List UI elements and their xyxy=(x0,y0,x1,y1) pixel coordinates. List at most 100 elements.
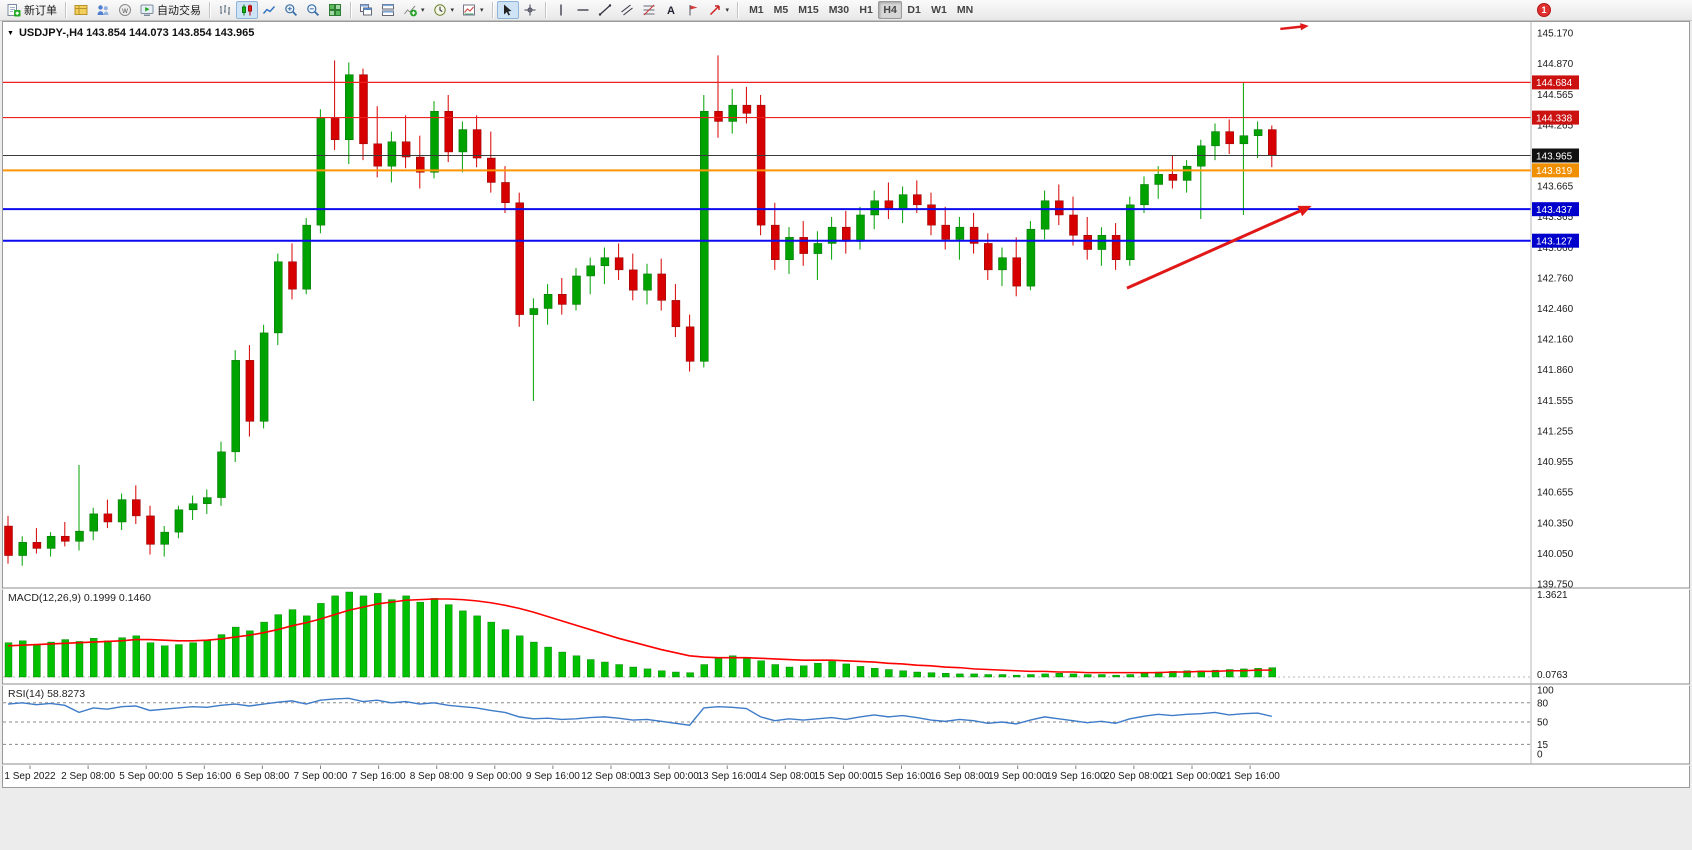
svg-text:143.965: 143.965 xyxy=(1536,151,1573,162)
timeframe-button-M30[interactable]: M30 xyxy=(828,4,850,16)
svg-text:144.565: 144.565 xyxy=(1537,90,1574,101)
timeframe-button-H1[interactable]: H1 xyxy=(859,4,873,16)
line-chart-type-button[interactable] xyxy=(258,1,280,19)
new-order-button[interactable]: 新订单 xyxy=(3,1,61,19)
timeframe-button-M5[interactable]: M5 xyxy=(773,4,789,16)
flag-icon xyxy=(686,3,700,17)
svg-text:9 Sep 16:00: 9 Sep 16:00 xyxy=(526,771,580,782)
templates-button[interactable]: ▾ xyxy=(458,1,488,19)
zoom-in-icon xyxy=(284,3,298,17)
text-icon: A xyxy=(664,3,678,17)
svg-text:15 Sep 00:00: 15 Sep 00:00 xyxy=(814,771,874,782)
svg-text:140.655: 140.655 xyxy=(1537,487,1574,498)
horizontal-line-button[interactable] xyxy=(572,1,594,19)
tile-windows-icon xyxy=(328,3,342,17)
bar-chart-icon xyxy=(218,3,232,17)
timeframe-button-MN[interactable]: MN xyxy=(956,4,974,16)
chart-title-text: USDJPY-,H4 143.854 144.073 143.854 143.9… xyxy=(18,27,255,39)
svg-text:141.255: 141.255 xyxy=(1537,426,1574,437)
svg-text:140.050: 140.050 xyxy=(1537,549,1574,560)
svg-text:140.955: 140.955 xyxy=(1537,457,1574,468)
horizontal-lines-layer[interactable]: 144.684 144.338 143.965 143.819 143.437 143.1… xyxy=(3,75,1579,248)
svg-text:5 Sep 16:00: 5 Sep 16:00 xyxy=(177,771,231,782)
text-label-button[interactable] xyxy=(682,1,704,19)
svg-text:5 Sep 00:00: 5 Sep 00:00 xyxy=(119,771,173,782)
timeframe-button-W1[interactable]: W1 xyxy=(931,4,947,16)
annotations-layer[interactable] xyxy=(1126,23,1312,290)
svg-text:142.160: 142.160 xyxy=(1537,334,1574,345)
price-badge xyxy=(1532,75,1579,90)
market-watch-icon xyxy=(74,3,88,17)
cascade-windows-button[interactable] xyxy=(355,1,377,19)
svg-text:21 Sep 00:00: 21 Sep 00:00 xyxy=(1162,771,1222,782)
svg-text:12 Sep 08:00: 12 Sep 08:00 xyxy=(581,771,641,782)
time-axis: 1 Sep 2022 2 Sep 08:00 5 Sep 00:00 5 Sep 16… xyxy=(4,764,1280,782)
line-chart-icon xyxy=(262,3,276,17)
price-badge xyxy=(1532,148,1579,163)
candlestick-chart-type-button[interactable] xyxy=(236,1,258,19)
web-terminal-button[interactable]: w xyxy=(114,1,136,19)
trendline-icon xyxy=(598,3,612,17)
zoom-in-button[interactable] xyxy=(280,1,302,19)
fibonacci-button[interactable] xyxy=(638,1,660,19)
svg-text:143.819: 143.819 xyxy=(1536,166,1573,177)
svg-text:13 Sep 16:00: 13 Sep 16:00 xyxy=(697,771,757,782)
chevron-down-icon: ▾ xyxy=(725,7,730,14)
svg-text:16 Sep 08:00: 16 Sep 08:00 xyxy=(930,771,990,782)
price-badge xyxy=(1532,110,1579,125)
channel-button[interactable] xyxy=(616,1,638,19)
indicators-icon xyxy=(403,3,417,17)
rsi-label: RSI(14) 58.8273 xyxy=(8,688,85,700)
accounts-icon xyxy=(96,3,110,17)
cursor-button[interactable] xyxy=(496,1,519,19)
toolbar-separator xyxy=(65,2,66,18)
timeframe-button-M1[interactable]: M1 xyxy=(749,4,764,16)
arrows-shapes-button[interactable]: ▾ xyxy=(704,1,734,19)
svg-text:7 Sep 16:00: 7 Sep 16:00 xyxy=(352,771,406,782)
toolbar: 新订单 w 自动交易 ▾ ▾ ▾ A ▾ M1 M5 M15 M30 H1 H4 D1 W1 M… xyxy=(0,0,1692,21)
periods-button[interactable]: ▾ xyxy=(429,1,459,19)
svg-text:100: 100 xyxy=(1537,686,1554,697)
timeframe-button-M15[interactable]: M15 xyxy=(798,4,819,16)
arrange-windows-button[interactable] xyxy=(377,1,399,19)
trendline-button[interactable] xyxy=(594,1,616,19)
bar-chart-type-button[interactable] xyxy=(214,1,236,19)
zoom-out-button[interactable] xyxy=(302,1,324,19)
svg-text:141.860: 141.860 xyxy=(1537,365,1574,376)
text-button[interactable]: A xyxy=(660,1,682,19)
svg-text:w: w xyxy=(121,6,128,15)
svg-text:143.127: 143.127 xyxy=(1536,236,1573,247)
indicators-button[interactable]: ▾ xyxy=(399,1,429,19)
trend-arrow-head xyxy=(1300,23,1309,31)
crosshair-button[interactable] xyxy=(519,1,541,19)
timeframe-button-H4[interactable]: H4 xyxy=(878,1,903,19)
auto-trading-button[interactable]: 自动交易 xyxy=(136,1,205,19)
chart-dropdown-icon[interactable]: ▼ xyxy=(7,29,14,37)
svg-text:15: 15 xyxy=(1537,740,1549,751)
svg-text:144.338: 144.338 xyxy=(1536,113,1573,124)
svg-text:0.0763: 0.0763 xyxy=(1537,670,1568,681)
svg-text:A: A xyxy=(667,5,675,17)
toolbar-separator xyxy=(737,2,739,18)
new-order-label: 新订单 xyxy=(24,5,57,17)
svg-text:143.437: 143.437 xyxy=(1536,205,1573,216)
timeframe-button-D1[interactable]: D1 xyxy=(907,4,921,16)
svg-text:143.365: 143.365 xyxy=(1537,212,1574,223)
channel-icon xyxy=(620,3,634,17)
svg-text:14 Sep 08:00: 14 Sep 08:00 xyxy=(756,771,816,782)
vertical-line-button[interactable] xyxy=(550,1,572,19)
template-icon xyxy=(462,3,476,17)
svg-text:6 Sep 08:00: 6 Sep 08:00 xyxy=(235,771,289,782)
svg-text:0: 0 xyxy=(1537,750,1543,761)
tile-windows-button[interactable] xyxy=(324,1,346,19)
data-window-button[interactable] xyxy=(92,1,114,19)
price-badge xyxy=(1532,202,1579,217)
trend-arrow xyxy=(1126,206,1308,290)
svg-text:144.870: 144.870 xyxy=(1537,59,1574,70)
zoom-out-icon xyxy=(306,3,320,17)
market-watch-button[interactable] xyxy=(70,1,92,19)
crosshair-icon xyxy=(523,3,537,17)
notification-badge[interactable]: 1 xyxy=(1537,3,1551,17)
